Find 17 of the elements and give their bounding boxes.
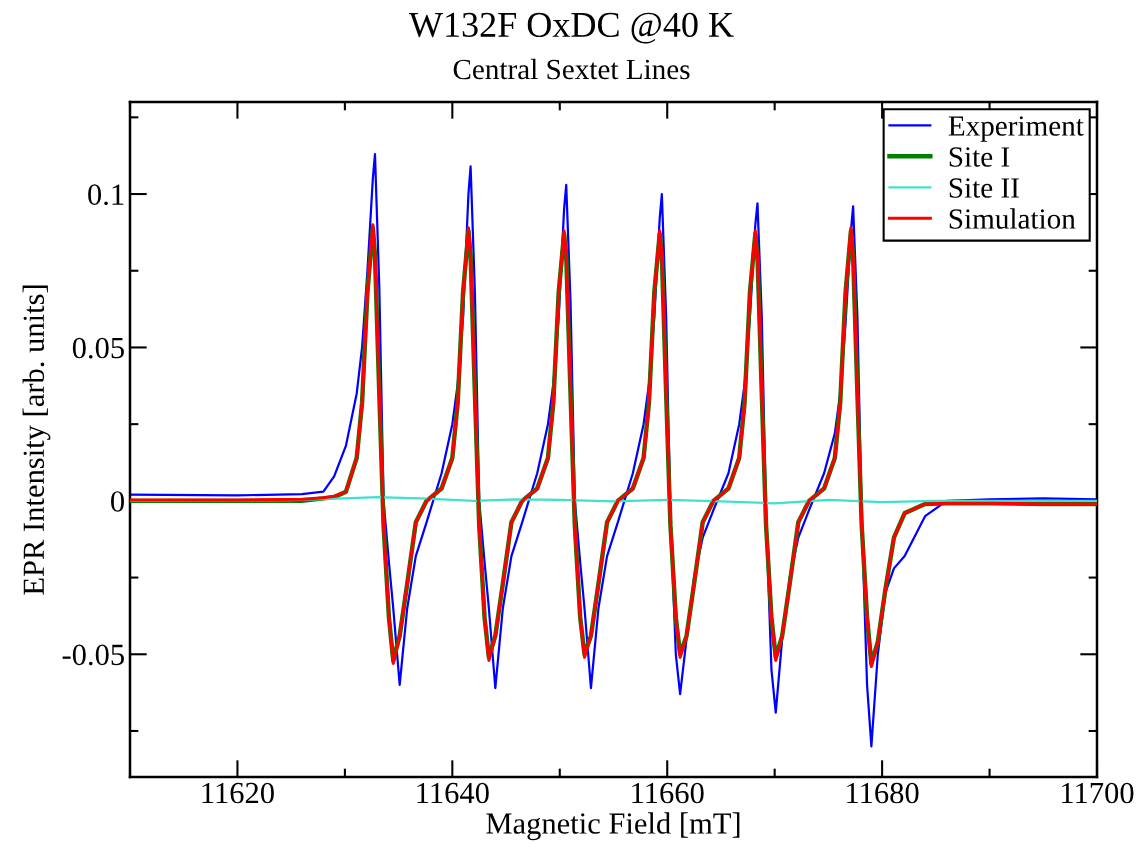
x-tick-label: 11700 [1062, 782, 1134, 804]
y-tick-label: 0.1 [88, 184, 124, 206]
legend-label: Experiment [948, 116, 1084, 142]
y-tick-label: -0.05 [62, 644, 124, 666]
y-tick-label: 0 [111, 491, 124, 512]
x-tick-label: 11680 [847, 782, 919, 804]
x-tick-label: 11640 [417, 782, 489, 804]
x-tick-label: 11620 [202, 782, 274, 804]
chart-title: W132F OxDC @40 K [408, 12, 734, 44]
chart-subtitle: Central Sextet Lines [453, 58, 690, 80]
y-axis-title: EPR Intensity [arb. units] [22, 285, 51, 595]
x-tick-label: 11660 [632, 782, 704, 804]
x-axis-title: Magnetic Field [mT] [486, 812, 740, 841]
legend-label: Site I [949, 147, 1010, 167]
y-tick-label: 0.05 [72, 337, 124, 359]
legend-label: Site II [949, 178, 1019, 198]
legend-label: Simulation [949, 208, 1076, 229]
